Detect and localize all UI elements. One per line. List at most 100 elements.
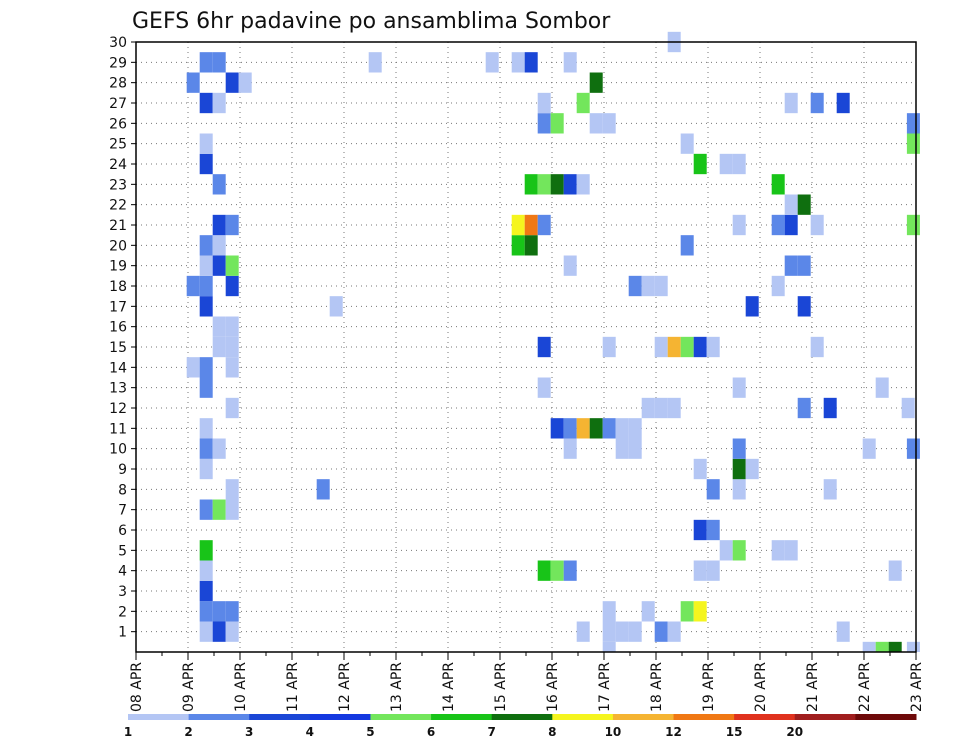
precip-cells [186,31,920,652]
y-tick-label: 10 [109,442,127,458]
precip-cell [563,255,577,276]
precip-cell [199,621,213,642]
y-tick-label: 12 [109,401,127,417]
precip-cell [225,336,239,358]
precip-cell [667,621,681,642]
precip-cell [225,72,239,93]
y-tick-label: 15 [109,340,127,356]
precip-cell [823,479,837,500]
precip-cell [199,275,213,297]
precip-cell [706,336,720,358]
x-tick-label: 18 APR [649,662,665,712]
precip-cell [511,52,525,73]
precip-cell [641,275,655,297]
precip-cell [771,540,785,561]
colorbar-label: 2 [184,725,192,739]
precip-cell [706,519,720,541]
precip-cell [732,214,746,236]
colorbar-label: 15 [726,725,743,739]
precip-cell [693,153,707,175]
precip-cell [875,377,889,398]
precip-cell [862,438,876,459]
precip-cell [550,113,564,134]
x-tick-label: 10 APR [233,662,249,712]
precip-cell [563,438,577,459]
precip-cell [225,255,239,276]
precip-cell [199,255,213,276]
x-tick-label: 23 APR [909,662,925,712]
precip-cell [563,560,577,581]
precip-cell [680,235,694,256]
precip-cell [771,174,785,195]
precip-cell [511,235,525,256]
precip-cell [225,397,239,419]
precip-cell [680,133,694,154]
precip-cell [199,540,213,561]
precip-cell [537,560,551,581]
precip-cell [524,235,538,256]
precip-cell [576,418,590,439]
y-tick-label: 16 [109,320,127,336]
precip-cell [784,214,798,236]
y-tick-label: 26 [109,116,127,132]
precip-cell [667,336,681,358]
precip-cell [212,255,226,276]
precip-cell [615,418,629,439]
precip-cell [199,458,213,480]
precip-cell [212,621,226,642]
precip-cell [654,621,668,642]
precip-cell [732,438,746,459]
precip-cell [797,397,811,419]
precip-cell [693,601,707,622]
precip-cell [225,479,239,500]
precip-cell [732,153,746,175]
colorbar-swatch [249,714,311,720]
precip-cell [906,113,920,134]
colorbar-swatch [552,714,614,720]
precip-cell [901,397,915,419]
colorbar-label: 12 [665,725,682,739]
colorbar-swatch [188,714,250,720]
x-axis: 08 APR 09 APR 10 APR 11 APR 12 APR 13 APR 14 A… [129,652,925,712]
precip-cell [199,580,213,602]
precip-cell [212,214,226,236]
precip-cell [199,499,213,520]
chart-title: GEFS 6hr padavine po ansamblima Sombor [132,9,611,34]
y-tick-label: 14 [109,360,127,376]
y-tick-label: 29 [109,55,127,71]
precip-cell [524,214,538,236]
colorbar-swatch [128,714,190,720]
precip-cell [784,255,798,276]
colorbar-swatch [855,714,917,720]
precip-cell [550,560,564,581]
precip-cell [602,113,616,134]
colorbar-label: 6 [427,725,435,739]
precip-cell [693,519,707,541]
precip-cell [589,113,603,134]
precip-cell [199,153,213,175]
x-tick-label: 08 APR [129,662,145,712]
y-tick-label: 18 [109,279,127,295]
precip-cell [784,194,798,215]
colorbar-label: 20 [786,725,803,739]
precip-cell [199,601,213,622]
precip-cell [862,641,876,652]
precip-cell [641,397,655,419]
precip-cell [719,153,733,175]
precip-cell [836,92,850,114]
y-tick-label: 3 [118,584,127,600]
y-tick-label: 30 [109,35,127,51]
precip-cell [199,438,213,459]
x-tick-label: 20 APR [753,662,769,712]
y-tick-label: 13 [109,381,127,397]
precip-cell [199,357,213,378]
precip-cell [225,316,239,337]
precip-cell [225,499,239,520]
precip-cell [199,296,213,317]
precip-cell [641,601,655,622]
y-tick-label: 17 [109,299,127,315]
precip-cell [537,377,551,398]
precip-cell [212,235,226,256]
